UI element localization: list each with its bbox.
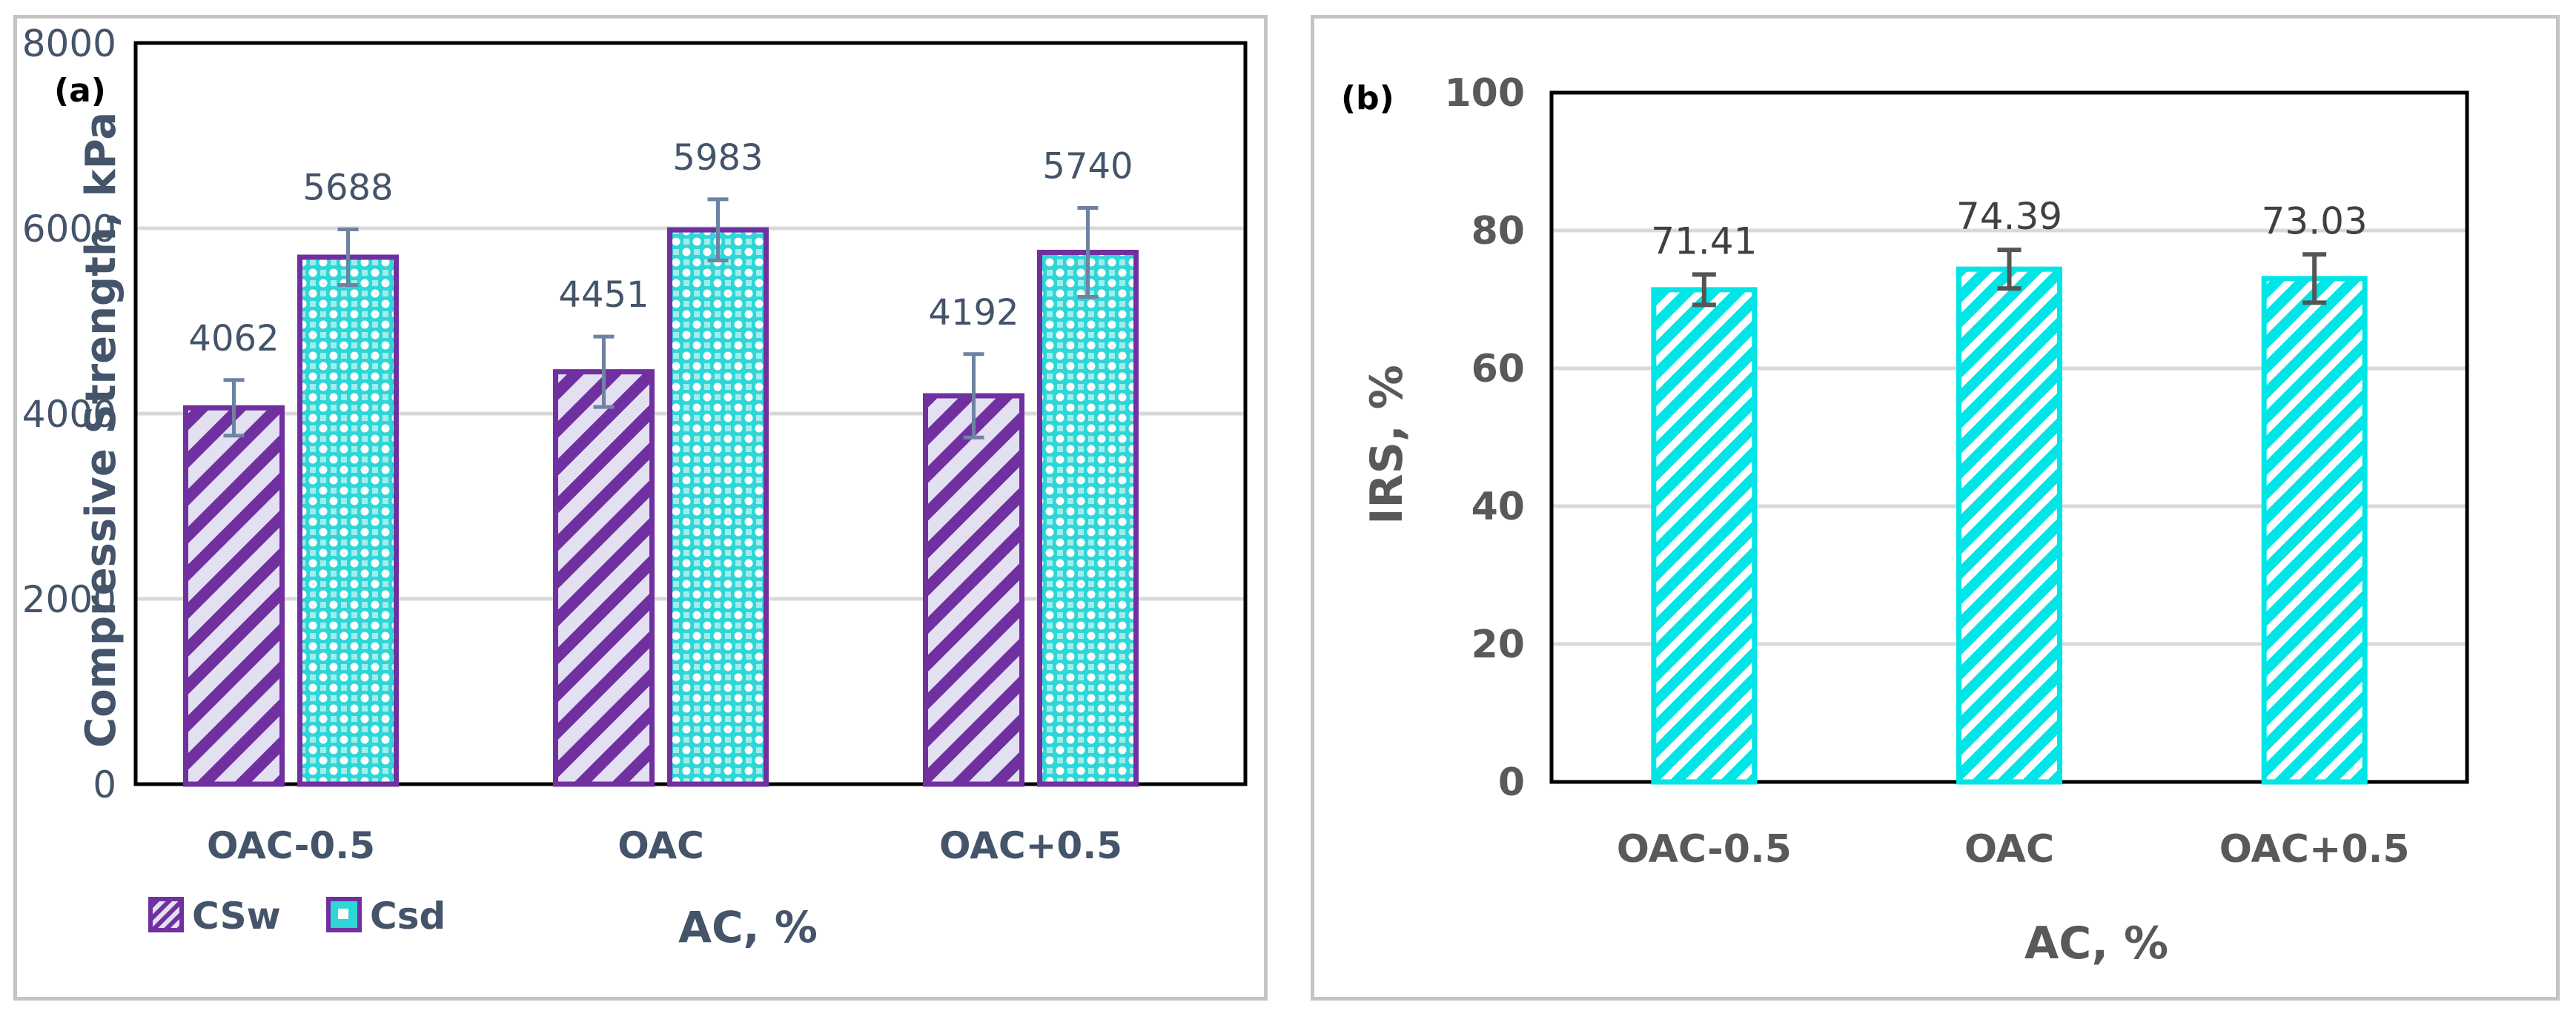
data-label-b: 74.39 <box>1956 195 2062 238</box>
data-label-a: 4451 <box>558 274 649 316</box>
error-bar-a <box>337 228 359 287</box>
data-label-a: 4192 <box>928 292 1019 334</box>
bar-csd-oac-0-5 <box>297 254 399 787</box>
y-tick-label-a: 4000 <box>22 393 116 436</box>
data-label-b: 71.41 <box>1651 219 1757 262</box>
error-bar-a <box>593 334 615 409</box>
y-tick-label-a: 6000 <box>22 208 116 251</box>
error-bar-b <box>1692 272 1716 308</box>
y-axis-label-a: Compressive Strength, kPa <box>77 112 125 748</box>
bar-csd-oac <box>667 227 769 787</box>
chart-b: 71.41 74.39 73.03 0 20 40 60 80 100 OAC-0.5 OAC O… <box>1341 71 2469 969</box>
data-label-a: 5740 <box>1042 146 1133 188</box>
panel-b: 71.41 74.39 73.03 0 20 40 60 80 100 OAC-0.5 OAC O… <box>1311 15 2560 1001</box>
bar-irs-oac-0-5 <box>2261 276 2368 785</box>
data-label-a: 5688 <box>302 168 393 209</box>
x-tick-label-a: OAC <box>617 824 704 867</box>
y-tick-label-b: 20 <box>1471 623 1525 667</box>
x-axis-label-a: AC, % <box>678 902 818 952</box>
bar-csw-oac-0-5 <box>183 405 285 787</box>
y-tick-label-a: 0 <box>93 763 116 806</box>
chart-a: 4062 5688 4451 5983 4192 5740 0 2000 4000 6000 80… <box>22 22 1248 952</box>
y-tick-label-b: 60 <box>1471 347 1525 391</box>
panel-label-b: (b) <box>1341 79 1394 117</box>
error-bar-a <box>1077 206 1099 299</box>
legend-swatch-csd-dot <box>338 909 348 919</box>
bar-irs-oac-0-5 <box>1651 287 1758 785</box>
x-tick-label-b: OAC-0.5 <box>1617 827 1792 872</box>
y-tick-label-a: 2000 <box>22 578 116 621</box>
bar-irs-oac <box>1956 266 2062 785</box>
y-axis-label-b: IRS, % <box>1361 365 1413 525</box>
x-tick-label-b: OAC <box>1964 827 2054 872</box>
error-bar-a <box>707 197 729 262</box>
x-axis-label-b: AC, % <box>2024 918 2168 969</box>
y-tick-label-b: 100 <box>1444 71 1525 116</box>
error-bar-a <box>963 352 984 440</box>
bar-csw-oac <box>553 369 655 787</box>
error-bar-a <box>223 378 245 438</box>
x-tick-label-a: OAC+0.5 <box>939 824 1122 867</box>
bar-csd-oac-0-5 <box>1037 250 1139 787</box>
panel-a: 4062 5688 4451 5983 4192 5740 0 2000 4000 6000 80… <box>13 15 1268 1001</box>
y-tick-label-b: 0 <box>1498 760 1525 805</box>
legend-label-csd: Csd <box>370 895 446 938</box>
error-bar-b <box>2302 252 2327 305</box>
bar-csw-oac-0-5 <box>923 393 1024 787</box>
y-tick-label-b: 40 <box>1471 485 1525 529</box>
data-label-a: 4062 <box>188 318 279 359</box>
legend-label-csw: CSw <box>192 895 281 938</box>
data-label-a: 5983 <box>672 137 763 179</box>
legend-a: CSw Csd <box>148 895 446 938</box>
data-label-b: 73.03 <box>2262 199 2368 242</box>
legend-swatch-csw <box>148 897 184 932</box>
y-tick-label-a: 8000 <box>22 22 116 65</box>
y-tick-label-b: 80 <box>1471 209 1525 253</box>
error-bar-b <box>1997 248 2022 291</box>
x-tick-label-b: OAC+0.5 <box>2219 827 2410 872</box>
x-tick-label-a: OAC-0.5 <box>207 824 375 867</box>
panel-label-a: (a) <box>54 72 106 110</box>
